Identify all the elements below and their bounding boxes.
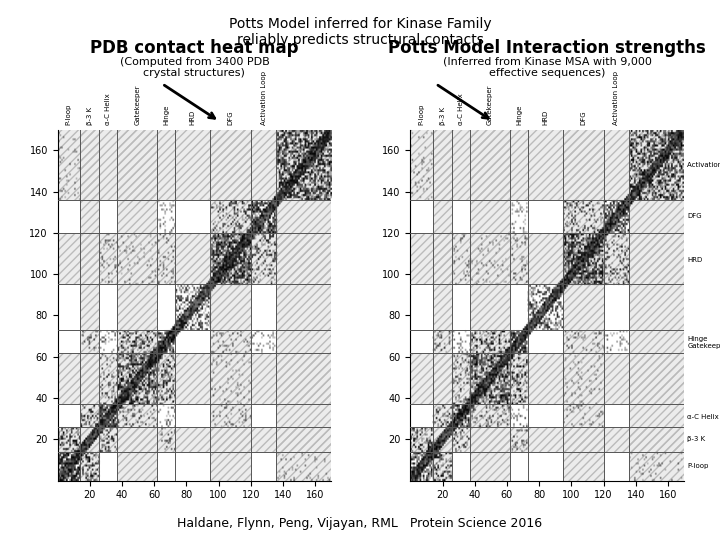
Text: P-loop: P-loop <box>66 104 72 125</box>
Text: Hinge
Gatekeeper: Hinge Gatekeeper <box>687 336 720 349</box>
Text: HRD: HRD <box>687 256 703 262</box>
Bar <box>433 130 452 481</box>
Bar <box>58 427 331 451</box>
Bar <box>80 130 99 481</box>
Bar <box>629 130 684 481</box>
Bar <box>410 427 684 451</box>
Bar <box>410 130 684 200</box>
Bar <box>58 427 331 451</box>
Text: DFG: DFG <box>580 111 586 125</box>
Text: Gatekeeper: Gatekeeper <box>487 85 493 125</box>
Text: Potts Model Interaction strengths: Potts Model Interaction strengths <box>388 39 706 57</box>
Text: HRD: HRD <box>190 110 196 125</box>
Bar <box>470 130 510 481</box>
Bar <box>58 233 331 285</box>
Text: Hinge: Hinge <box>516 105 522 125</box>
Text: Haldane, Flynn, Peng, Vijayan, RML   Protein Science 2016: Haldane, Flynn, Peng, Vijayan, RML Prote… <box>177 517 543 530</box>
Text: (Inferred from Kinase MSA with 9,000
effective sequences): (Inferred from Kinase MSA with 9,000 eff… <box>443 57 652 78</box>
Bar <box>433 130 452 481</box>
Bar <box>58 130 331 200</box>
Text: α-C Helix: α-C Helix <box>458 94 464 125</box>
Bar <box>410 233 684 285</box>
Bar <box>80 130 99 481</box>
Text: DFG: DFG <box>228 111 233 125</box>
Bar <box>58 353 331 404</box>
Text: β-3 K: β-3 K <box>440 107 446 125</box>
Bar <box>117 130 158 481</box>
Text: β-3 K: β-3 K <box>87 107 93 125</box>
Bar <box>58 353 331 404</box>
Bar <box>629 130 684 481</box>
Text: α-C Helix: α-C Helix <box>105 94 112 125</box>
Text: Hinge: Hinge <box>163 105 169 125</box>
Bar <box>58 130 331 200</box>
Text: PDB contact heat map: PDB contact heat map <box>90 39 299 57</box>
Bar <box>117 130 158 481</box>
Text: HRD: HRD <box>543 110 549 125</box>
Text: (Computed from 3400 PDB
crystal structures): (Computed from 3400 PDB crystal structur… <box>120 57 269 78</box>
Text: DFG: DFG <box>687 213 702 219</box>
Bar <box>58 233 331 285</box>
Bar <box>410 233 684 285</box>
Bar <box>276 130 331 481</box>
Bar <box>410 353 684 404</box>
Text: P-loop: P-loop <box>687 463 708 469</box>
Bar <box>563 130 603 481</box>
Bar <box>210 130 251 481</box>
Text: Gatekeeper: Gatekeeper <box>134 85 140 125</box>
Text: α-C Helix: α-C Helix <box>687 414 719 420</box>
Text: β-3 K: β-3 K <box>687 436 706 442</box>
Text: Activation Loop: Activation Loop <box>687 161 720 168</box>
Bar <box>563 130 603 481</box>
Text: Activation Loop: Activation Loop <box>261 71 266 125</box>
Bar <box>410 427 684 451</box>
Bar <box>410 130 684 200</box>
Bar <box>276 130 331 481</box>
Bar <box>210 130 251 481</box>
Text: Activation Loop: Activation Loop <box>613 71 619 125</box>
Bar <box>410 353 684 404</box>
Text: Potts Model inferred for Kinase Family
reliably predicts structural contacts: Potts Model inferred for Kinase Family r… <box>229 17 491 48</box>
Text: P-loop: P-loop <box>418 104 425 125</box>
Bar <box>470 130 510 481</box>
